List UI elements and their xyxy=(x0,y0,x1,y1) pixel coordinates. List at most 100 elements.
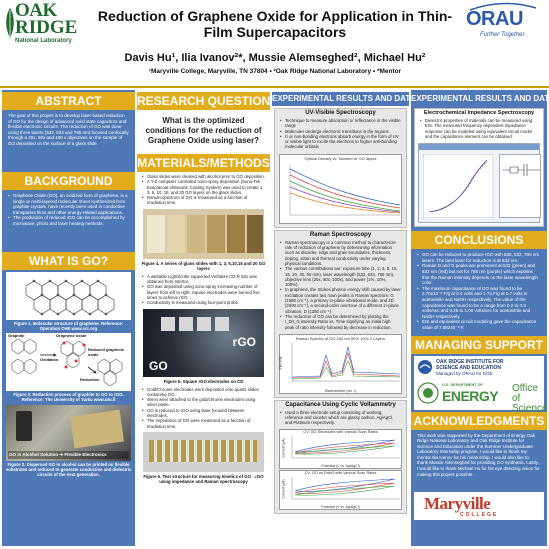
figure-2-image: Graphite Graphene oxide Reduced graphene… xyxy=(6,333,131,391)
office-of-science: Office of Science xyxy=(512,382,548,414)
raman-item: In graphene, the Stokes phonon energy sh… xyxy=(280,287,401,313)
methods-item: A wettable LightScribe supported Verbati… xyxy=(142,274,265,285)
results-heading: EXPERIMENTAL RESULTS AND DATA xyxy=(272,92,409,106)
orau-logo: ORAU xyxy=(466,8,523,30)
cv-plot-1-ylabel: Current (µA) xyxy=(281,438,286,458)
figure-1-caption: Figure 1. Molecular structure of graphen… xyxy=(13,321,124,331)
uv-plot-title: Optical Density vs. Number of GO layers xyxy=(304,155,377,161)
raman-section: Raman Spectroscopy Raman spectroscopy is… xyxy=(274,229,407,398)
label-graphite: Graphite xyxy=(8,333,25,338)
cv-heading: Capacitance Using Cyclic Voltammetry xyxy=(285,401,396,408)
cv-item: Used a three electrode setup consisting … xyxy=(280,410,401,426)
raman-ylabel: Intensity xyxy=(278,356,283,370)
label-reduction: Reduction xyxy=(80,377,100,382)
uv-plot: Optical Density vs. Number of GO layers xyxy=(279,153,402,224)
background-item: Graphene Oxide (GO), an oxidized form of… xyxy=(8,193,129,215)
methods-item: Wires were attached to the gold/chrome e… xyxy=(142,397,265,408)
cv-plot-1-lines xyxy=(291,435,400,458)
methods-item: Raman spectrum of GO is measured as a fu… xyxy=(142,195,265,206)
cv-plot-2-lines xyxy=(291,476,400,499)
doe-energy-label: ENERGY xyxy=(442,387,499,404)
methods-item: Conductivity is measured using four-poin… xyxy=(142,300,265,306)
figure-3-overlay: GO in Alcohol Solution ➔ Flexible Electr… xyxy=(8,451,129,459)
conclusion-item: The maximum capacitance of GO was found … xyxy=(417,286,541,320)
methods-list-3: Gold/Chrome electrodes were deposited on… xyxy=(137,385,270,431)
raman-heading: Raman Spectroscopy xyxy=(309,231,372,238)
cv-plot-1: CV: GO Electrodes with Various Scan Rate… xyxy=(279,428,402,469)
poster-affiliations: ¹Maryville College, Maryville, TN 37804 … xyxy=(148,68,402,75)
reduction-diagram-icon xyxy=(11,338,123,387)
uv-item: π or non-bonding electrons absorb energy… xyxy=(280,134,401,150)
raman-plot-title: Raman Spectra of GO 532 nm 50% 100x 2 La… xyxy=(295,335,386,341)
orise-line3: Managed by ORAU for DOE xyxy=(436,370,493,376)
column-3: EXPERIMENTAL RESULTS AND DATA UV-Visible… xyxy=(272,90,409,546)
methods-item: GO was deposited using sono-spray increa… xyxy=(142,284,265,300)
orise-line2: SCIENCE AND EDUCATION xyxy=(436,364,502,371)
support-heading: MANAGING SUPPORT xyxy=(411,335,547,354)
doe-small-label: U.S. DEPARTMENT OF xyxy=(442,382,483,387)
cv-plot-2-xlabel: Potential (V vs. Ag/AgCl) xyxy=(321,504,360,509)
cv-plot-2-ylabel: Current (µA) xyxy=(281,479,286,499)
figure-5-caption: Figure 5. Square rGO electrodes on CD xyxy=(163,378,244,384)
figure-1-image xyxy=(6,272,131,320)
methods-item: The impedance of GO were measured as a f… xyxy=(142,418,265,429)
eis-circuit-panel xyxy=(499,154,541,219)
acknowledgments-heading: ACKNOWLEDGMENTS xyxy=(411,411,547,430)
orise-logo-icon xyxy=(418,359,432,374)
uv-plot-lines xyxy=(289,164,401,216)
methods-list-1: Glass slides were cleaned with alcohol p… xyxy=(137,172,270,208)
methods-heading: MATERIALS/METHODS xyxy=(137,154,270,172)
doe-seal-icon xyxy=(417,381,439,404)
ornl-logo-line3: National Laboratory xyxy=(15,38,72,44)
slide-3 xyxy=(167,214,185,253)
orau-swoosh-icon xyxy=(469,2,537,11)
slide-5 xyxy=(187,214,205,253)
slide-20 xyxy=(247,214,263,253)
methods-list-2: A wettable LightScribe supported Verbati… xyxy=(137,272,270,308)
slide-15 xyxy=(227,214,245,253)
figure-5-photo: rGO GO xyxy=(143,308,264,377)
slide-1 xyxy=(147,214,165,253)
eis-window-titlebar xyxy=(419,144,539,151)
conclusion-item: EIS and equivalent circuit modeling gave… xyxy=(417,319,541,330)
rgo-square xyxy=(215,316,229,331)
ornl-leaf-icon xyxy=(6,8,14,38)
acknowledgments-text: This work was supported by the Departmen… xyxy=(417,432,540,477)
orise-line1: OAK RIDGE INSTITUTE FOR xyxy=(436,358,504,365)
label-graphene-oxide: Graphene oxide xyxy=(56,333,87,338)
column-4: EXPERIMENTAL RESULTS AND DATA Electroche… xyxy=(411,90,548,546)
methods-item: A Y-Z computer controlled sono-spray dep… xyxy=(142,179,265,195)
eis-circuit-icon xyxy=(502,164,540,177)
cv-list: Used a three electrode setup consisting … xyxy=(275,408,406,428)
ornl-logo-line2: RIDGE xyxy=(15,17,78,38)
conclusions-list: GO can be reduced to produce rGO with 53… xyxy=(411,249,547,333)
poster-authors: Davis Hu¹, Ilia Ivanov²*, Mussie Alemseg… xyxy=(124,52,426,64)
cv-section: Capacitance Using Cyclic Voltammetry Use… xyxy=(274,399,407,514)
conclusion-item: GO can be reduced to produce rGO with 53… xyxy=(417,252,541,263)
eis-section: Electrochemical Impedance Spectroscopy D… xyxy=(414,108,544,228)
go-label: GO xyxy=(149,358,168,373)
eis-list: Dielectric properties of materials can b… xyxy=(415,116,543,141)
research-question-heading: RESEARCH QUESTION xyxy=(137,92,270,110)
poster-title: Reduction of Graphene Oxide for Applicat… xyxy=(97,8,453,40)
eis-software-screenshot xyxy=(418,143,541,224)
uv-item: Technique to measure absorption or refle… xyxy=(280,118,401,129)
rgo-label: rGO xyxy=(232,334,256,349)
maryville-logo: Maryville COLLEGE xyxy=(414,491,544,520)
methods-item: GO is reduced to rGO using laser focused… xyxy=(142,408,265,419)
poster-header: OAK RIDGE National Laboratory Reduction … xyxy=(0,0,549,86)
rgo-square xyxy=(197,316,211,331)
methods-item: Gold/Chrome electrodes were deposited on… xyxy=(142,387,265,398)
maryville-sub: COLLEGE xyxy=(460,511,499,518)
cv-plot-1-title: CV: GO Electrodes with Various Scan Rate… xyxy=(303,429,378,434)
label-oxidation: Oxidation xyxy=(40,357,59,362)
raman-item: The various contributions are: exposure … xyxy=(280,266,401,287)
background-heading: BACKGROUND xyxy=(2,172,135,190)
label-reduced-graphene-oxide: Reduced graphene oxide xyxy=(88,347,125,357)
eis-nyquist-plot xyxy=(423,154,493,219)
raman-item: Raman spectroscopy is a common method to… xyxy=(280,240,401,266)
cv-plot-2-title: CV: GO on Ruth2 with Various Scan Rates xyxy=(304,470,377,475)
abstract-text: The goal of this project is to develop l… xyxy=(8,113,129,146)
figure-4-caption: Figure 4. A series of glass slides with … xyxy=(141,260,266,271)
